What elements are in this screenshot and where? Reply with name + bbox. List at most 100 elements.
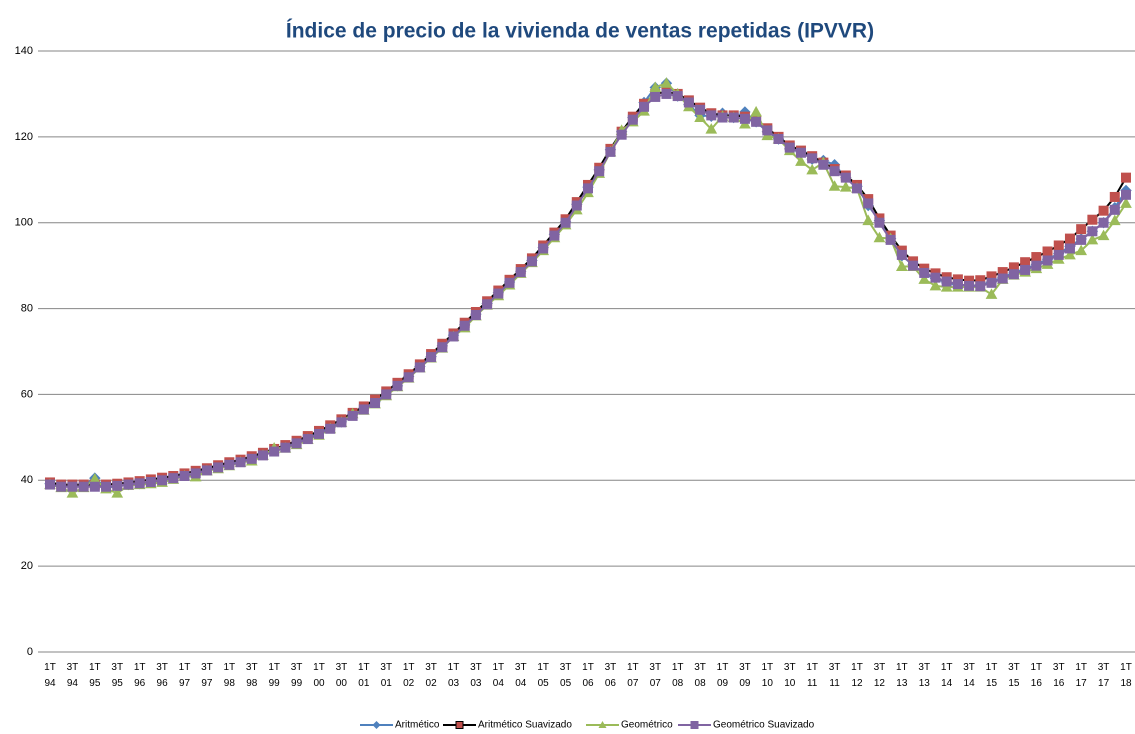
marker [997,273,1008,284]
x-tick-label: 3T 09 [739,662,751,689]
x-tick-label: 1T 98 [223,662,235,689]
marker [694,111,706,123]
x-tick-label: 3T 96 [156,662,168,689]
marker [269,446,280,457]
x-tick-label: 3T 98 [246,662,258,689]
marker [426,352,437,363]
marker [706,110,717,121]
x-tick-label: 1T 00 [313,662,325,689]
marker [806,163,819,175]
marker [1075,244,1088,256]
x-tick-label: 3T 07 [649,662,661,689]
marker [526,256,537,267]
x-tick-label: 3T 99 [291,662,303,689]
marker [583,183,593,194]
legend-label: Aritmético [395,720,440,731]
marker [1121,189,1131,200]
marker [1109,204,1120,215]
marker [1076,234,1087,245]
marker [549,230,560,241]
marker [818,159,829,170]
marker [201,465,212,476]
marker [470,310,481,321]
x-tick-label: 3T 95 [111,662,123,689]
x-tick-label: 1T 01 [358,662,370,689]
marker [145,477,156,488]
marker [1031,252,1042,263]
marker [863,198,874,209]
y-tick-label: 140 [15,45,33,57]
marker [828,180,841,191]
marker [1053,249,1064,260]
marker [918,273,931,284]
x-tick-label: 1T 07 [627,662,639,689]
marker [179,470,190,481]
marker [459,320,470,331]
marker [168,473,179,484]
marker [952,279,963,290]
marker [650,91,661,102]
legend-item: Geométrico Suavizado [678,720,815,731]
x-tick-label: 1T 10 [761,662,773,689]
marker [985,288,998,299]
legend-marker [372,721,381,729]
marker [639,101,650,112]
x-tick-label: 1T 16 [1030,662,1042,689]
marker [78,481,89,492]
legend-item: Aritmético [360,720,440,731]
marker [515,267,526,278]
x-tick-label: 1T 18 [1120,662,1132,689]
marker [1086,233,1099,245]
x-tick-label: 1T 04 [492,662,504,689]
marker [1020,264,1031,275]
marker [1064,233,1075,244]
legend-marker [690,721,699,729]
marker [89,481,100,492]
marker [414,362,425,373]
x-tick-label: 1T 95 [89,662,101,689]
marker [840,172,851,183]
marker [257,450,268,461]
marker [649,81,662,92]
marker [370,398,381,409]
marker [672,91,683,102]
x-tick-label: 1T 97 [179,662,191,689]
x-tick-label: 1T 02 [403,662,415,689]
marker [66,487,79,498]
marker [896,249,907,260]
marker [839,181,852,192]
x-tick-label: 3T 03 [470,662,482,689]
marker [111,487,124,498]
y-tick-label: 80 [21,302,33,314]
x-tick-label: 3T 10 [784,662,796,689]
marker [1042,255,1053,266]
marker [224,459,235,470]
legend-label: Aritmético Suavizado [478,720,572,731]
marker [986,277,997,288]
marker [358,404,369,415]
marker [660,77,673,88]
marker [67,481,78,492]
marker [213,462,224,473]
marker [347,410,358,421]
y-tick-label: 120 [15,131,33,143]
marker [1008,269,1019,280]
x-tick-label: 3T 01 [380,662,392,689]
x-tick-label: 3T 04 [515,662,527,689]
marker [190,468,201,479]
marker [750,105,762,117]
marker [1087,214,1098,225]
marker [695,104,706,115]
marker [874,217,885,228]
marker [908,260,919,271]
legend-label: Geométrico [621,720,673,731]
x-tick-label: 1T 94 [44,662,56,689]
marker [873,231,886,243]
marker [448,331,459,342]
marker [1097,229,1110,241]
x-tick-label: 3T 15 [1008,662,1020,689]
marker [627,114,638,125]
marker [940,281,953,292]
x-tick-label: 3T 05 [560,662,572,689]
x-tick-label: 3T 08 [694,662,706,689]
